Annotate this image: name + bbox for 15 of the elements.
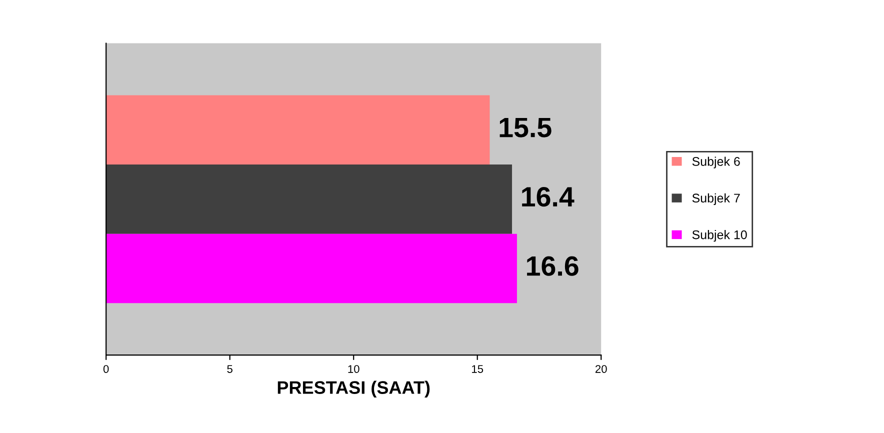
bar: [106, 234, 517, 304]
legend-label: Subjek 6: [692, 156, 740, 168]
x-axis-title: PRESTASI (SAAT): [278, 380, 430, 398]
legend-label: Subjek 10: [692, 230, 747, 242]
x-tick-label: 0: [103, 365, 109, 373]
x-tick-label: 5: [227, 365, 232, 373]
data-label: 16.4: [522, 186, 574, 207]
x-tick-label: 10: [348, 365, 360, 373]
x-tick-label: 20: [596, 365, 607, 373]
x-tick-label: 15: [472, 365, 484, 373]
legend-label: Subjek 7: [692, 193, 740, 206]
data-label: 15.5: [500, 118, 552, 138]
bar: [106, 95, 490, 165]
bar: [106, 164, 512, 234]
data-label: 16.6: [527, 256, 578, 276]
